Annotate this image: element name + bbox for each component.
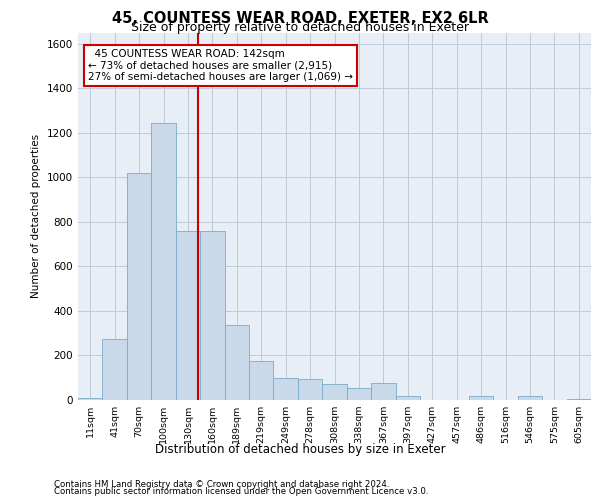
Bar	[103, 339, 127, 400]
Bar	[298, 379, 322, 400]
Text: Contains HM Land Registry data © Crown copyright and database right 2024.: Contains HM Land Registry data © Crown c…	[54, 480, 389, 489]
Bar	[371, 384, 395, 400]
Bar	[566, 399, 591, 400]
Bar	[249, 361, 274, 400]
Bar	[322, 384, 347, 400]
Bar	[151, 122, 176, 400]
Text: 45 COUNTESS WEAR ROAD: 142sqm
← 73% of detached houses are smaller (2,915)
27% o: 45 COUNTESS WEAR ROAD: 142sqm ← 73% of d…	[88, 49, 353, 82]
Text: 45, COUNTESS WEAR ROAD, EXETER, EX2 6LR: 45, COUNTESS WEAR ROAD, EXETER, EX2 6LR	[112, 11, 488, 26]
Bar	[395, 396, 420, 400]
Bar	[274, 378, 298, 400]
Bar	[78, 398, 103, 400]
Bar	[469, 396, 493, 400]
Bar	[200, 230, 224, 400]
Text: Contains public sector information licensed under the Open Government Licence v3: Contains public sector information licen…	[54, 487, 428, 496]
Y-axis label: Number of detached properties: Number of detached properties	[31, 134, 41, 298]
Bar	[347, 388, 371, 400]
Bar	[176, 230, 200, 400]
Bar	[518, 396, 542, 400]
Text: Size of property relative to detached houses in Exeter: Size of property relative to detached ho…	[131, 21, 469, 34]
Bar	[224, 326, 249, 400]
Bar	[127, 173, 151, 400]
Text: Distribution of detached houses by size in Exeter: Distribution of detached houses by size …	[155, 443, 445, 456]
